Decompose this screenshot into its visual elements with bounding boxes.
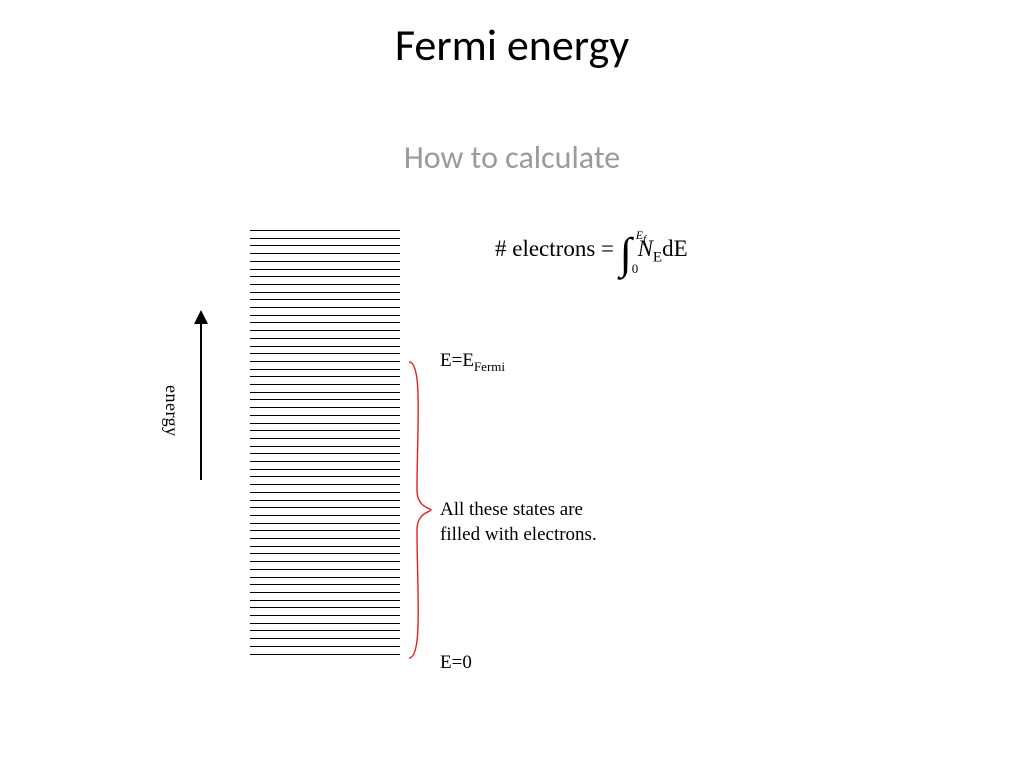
energy-state-line [250,415,400,416]
energy-state-line [250,299,400,300]
energy-state-line [250,269,400,270]
energy-state-line [250,553,400,554]
energy-state-line [250,584,400,585]
label-e-fermi-prefix: E=E [440,350,474,371]
energy-state-line [250,361,400,362]
energy-state-line [250,538,400,539]
energy-state-line [250,646,400,647]
energy-state-line [250,623,400,624]
energy-axis-label: energy [161,385,182,437]
energy-state-line [250,461,400,462]
slide: Fermi energy How to calculate energy E=E… [0,0,1024,768]
energy-state-line [250,615,400,616]
energy-state-line [250,577,400,578]
energy-state-line [250,484,400,485]
energy-arrow-line [200,320,202,480]
brace-icon [405,360,433,660]
energy-state-line [250,238,400,239]
energy-state-line [250,292,400,293]
slide-title: Fermi energy [0,18,1024,72]
eq-N-sub: E [653,250,662,266]
energy-state-line [250,492,400,493]
energy-state-line [250,369,400,370]
energy-state-line [250,392,400,393]
energy-state-line [250,561,400,562]
energy-states-stack [250,230,400,660]
energy-state-line [250,230,400,231]
energy-state-line [250,276,400,277]
energy-state-line [250,353,400,354]
slide-subtitle: How to calculate [0,138,1024,177]
energy-state-line [250,307,400,308]
energy-state-line [250,507,400,508]
energy-state-line [250,438,400,439]
energy-state-line [250,500,400,501]
energy-state-line [250,407,400,408]
energy-state-line [250,530,400,531]
energy-state-line [250,322,400,323]
energy-state-line [250,523,400,524]
energy-state-line [250,346,400,347]
energy-state-line [250,453,400,454]
energy-state-line [250,253,400,254]
label-e-zero: E=0 [440,652,472,674]
energy-state-line [250,399,400,400]
fermi-diagram: energy E=EFermi All these states are fil… [140,220,910,690]
eq-dE: dE [662,236,688,261]
energy-state-line [250,600,400,601]
label-filled-states: All these states are filled with electro… [440,498,597,547]
energy-state-line [250,384,400,385]
energy-state-line [250,423,400,424]
energy-state-line [250,546,400,547]
energy-state-line [250,630,400,631]
energy-state-line [250,569,400,570]
electron-count-equation: # electrons = ∫Ef0 NEdE [495,228,875,279]
energy-state-line [250,654,400,655]
energy-state-line [250,376,400,377]
energy-state-line [250,330,400,331]
energy-state-line [250,446,400,447]
energy-state-line [250,638,400,639]
label-filled-line1: All these states are [440,499,583,520]
energy-state-line [250,261,400,262]
label-e-fermi: E=EFermi [440,350,505,375]
energy-state-line [250,476,400,477]
energy-state-line [250,607,400,608]
energy-state-line [250,315,400,316]
label-e-fermi-sub: Fermi [474,359,505,374]
energy-state-line [250,284,400,285]
energy-state-line [250,592,400,593]
eq-equals: = [595,236,619,261]
eq-lhs: # electrons [495,236,595,261]
energy-state-line [250,338,400,339]
integral-icon: ∫Ef0 [620,228,632,279]
label-filled-line2: filled with electrons. [440,524,597,545]
energy-state-line [250,245,400,246]
energy-state-line [250,469,400,470]
energy-state-line [250,430,400,431]
energy-state-line [250,515,400,516]
